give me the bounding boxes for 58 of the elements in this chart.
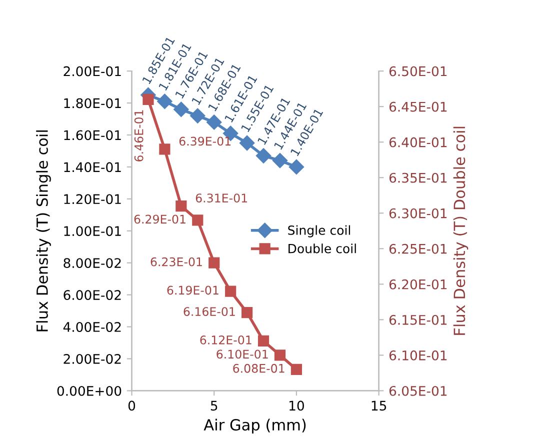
y-tick-label: 1.60E-01 — [64, 130, 121, 140]
point — [174, 102, 189, 117]
data-label: 6.23E-01 — [150, 257, 202, 266]
data-label: 6.39E-01 — [179, 136, 231, 146]
y-tick-label: 8.00E-02 — [64, 258, 121, 268]
y2-tick-label: 6.10E-01 — [389, 350, 447, 360]
y-tick-label: 1.80E-01 — [64, 98, 121, 108]
point — [256, 148, 272, 164]
point — [272, 152, 288, 168]
x-tick-label: 10 — [290, 400, 304, 411]
x-tick-label: 0 — [128, 400, 136, 411]
y2-tick-label: 6.35E-01 — [389, 172, 447, 183]
legend-label: Double coil — [288, 244, 356, 254]
legend-label: Single coil — [288, 225, 350, 238]
point — [208, 257, 220, 268]
y-tick-label: 0.00E+00 — [57, 386, 122, 396]
point — [288, 159, 304, 175]
y2-tick-label: 6.50E-01 — [389, 66, 447, 76]
point — [190, 108, 206, 124]
y2-tick-label: 6.15E-01 — [389, 314, 447, 325]
point — [241, 307, 253, 318]
x-axis-title: Air Gap (mm) — [204, 418, 306, 434]
data-label: 6.31E-01 — [196, 194, 247, 202]
y2-tick-label: 6.05E-01 — [389, 386, 447, 396]
y-tick-label: 1.20E-01 — [64, 194, 121, 204]
y-tick-label: 1.40E-01 — [64, 162, 121, 172]
point — [192, 214, 204, 226]
y2-tick-label: 6.20E-01 — [389, 279, 447, 290]
x-tick-label: 5 — [210, 400, 218, 411]
y-tick-label: 2.00E-02 — [64, 354, 121, 364]
point — [225, 286, 236, 297]
point — [176, 200, 187, 212]
point — [142, 94, 154, 106]
point — [206, 114, 222, 130]
data-label: 6.16E-01 — [184, 307, 235, 316]
x-tick-label: 15 — [372, 400, 386, 411]
data-label: 6.08E-01 — [233, 364, 284, 373]
y2-tick-label: 6.45E-01 — [389, 102, 447, 112]
y-tick-label: 6.00E-02 — [64, 290, 121, 300]
y-tick-label: 2.00E-01 — [64, 66, 121, 76]
data-label: 6.12E-01 — [200, 335, 252, 344]
data-label: 6.29E-01 — [134, 214, 186, 224]
y2-tick-label: 6.25E-01 — [389, 244, 447, 254]
y-axis-title: Flux Density (T) Single coil — [36, 130, 51, 332]
data-label: 6.10E-01 — [216, 350, 268, 359]
y-tick-label: 1.00E-01 — [64, 226, 121, 236]
data-label: 6.19E-01 — [167, 286, 218, 295]
point — [239, 135, 255, 151]
y2-tick-label: 6.30E-01 — [389, 208, 447, 218]
point — [274, 350, 286, 361]
data-label: 6.46E-01 — [134, 110, 144, 162]
y2-axis-title: Flux Density (T) Double coil — [453, 126, 468, 335]
point — [258, 335, 270, 347]
y-tick-label: 4.00E-02 — [63, 322, 121, 332]
point — [159, 144, 170, 155]
point — [157, 94, 172, 109]
y2-tick-label: 6.40E-01 — [389, 137, 447, 148]
point — [290, 364, 302, 375]
